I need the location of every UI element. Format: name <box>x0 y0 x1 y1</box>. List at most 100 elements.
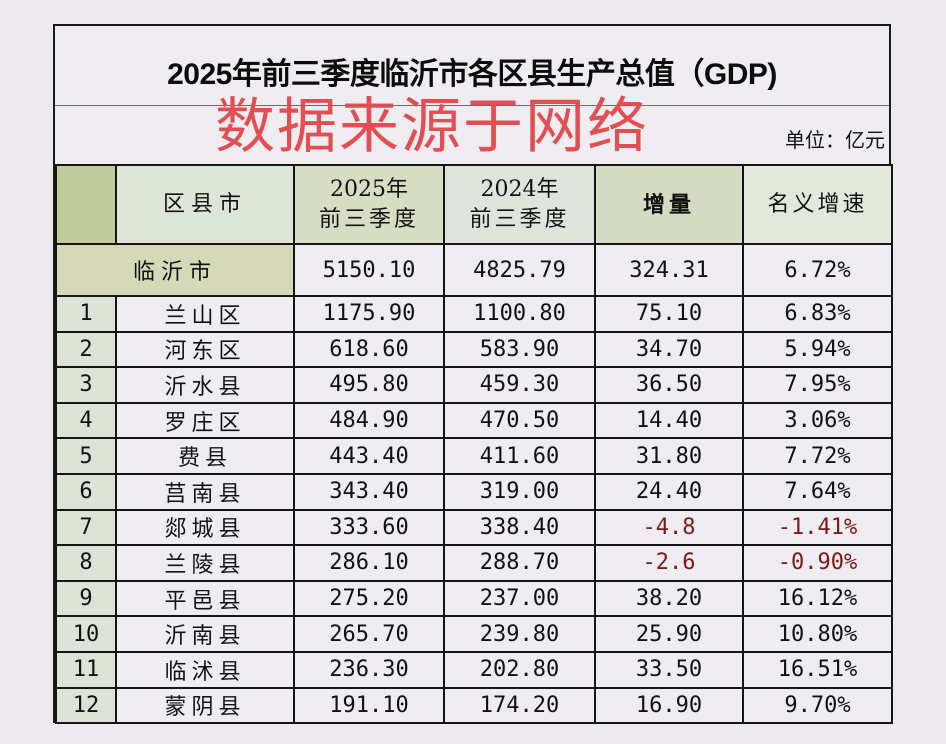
row-gdp-2024: 338.40 <box>443 508 596 547</box>
row-nominal-growth: 10.80% <box>742 615 893 653</box>
row-district-name: 蒙阴县 <box>115 686 295 725</box>
table-row: 12 蒙阴县 191.10 174.20 16.90 9.70% <box>55 686 893 725</box>
row-gdp-2024: 174.20 <box>443 686 596 725</box>
header-gdp-2025: 2025年 前三季度 <box>293 164 445 245</box>
row-gdp-2025: 191.10 <box>293 686 445 725</box>
row-district-name: 河东区 <box>115 330 295 369</box>
row-rank: 2 <box>55 330 117 369</box>
row-district-name: 沂水县 <box>115 366 295 404</box>
header-gdp-2025-period: 前三季度 <box>318 206 419 232</box>
header-increase: 增量 <box>594 164 744 245</box>
row-gdp-2025: 275.20 <box>293 579 445 618</box>
row-rank: 3 <box>55 366 117 404</box>
row-gdp-2024: 1100.80 <box>443 295 596 333</box>
table-row: 8 兰陵县 286.10 288.70 -2.6 -0.90% <box>55 544 893 582</box>
header-district: 区县市 <box>115 164 295 245</box>
title-row: 2025年前三季度临沂市各区县生产总值（GDP) <box>55 26 889 106</box>
row-district-name: 兰陵县 <box>115 544 295 582</box>
table-row: 6 莒南县 343.40 319.00 24.40 7.64% <box>55 472 893 511</box>
row-rank: 8 <box>55 544 117 582</box>
header-gdp-2024: 2024年 前三季度 <box>443 164 596 245</box>
row-gdp-2024: 237.00 <box>443 579 596 618</box>
row-gdp-2025: 443.40 <box>293 437 445 475</box>
row-gdp-2024: 470.50 <box>443 401 596 440</box>
row-increase: 34.70 <box>594 330 744 369</box>
header-rank <box>55 164 117 245</box>
row-gdp-2025: 343.40 <box>293 472 445 511</box>
header-gdp-2024-period: 前三季度 <box>469 206 570 232</box>
row-increase: 14.40 <box>594 401 744 440</box>
row-gdp-2025: 265.70 <box>293 615 445 653</box>
row-increase: -4.8 <box>594 508 744 547</box>
table-row: 11 临沭县 236.30 202.80 33.50 16.51% <box>55 650 893 689</box>
row-nominal-growth: 7.64% <box>742 472 893 511</box>
row-district-name: 费县 <box>115 437 295 475</box>
table-row: 7 郯城县 333.60 338.40 -4.8 -1.41% <box>55 508 893 547</box>
row-increase: 24.40 <box>594 472 744 511</box>
row-gdp-2024: 411.60 <box>443 437 596 475</box>
row-nominal-growth: -1.41% <box>742 508 893 547</box>
total-row: 临沂市 5150.10 4825.79 324.31 6.72% <box>55 243 893 297</box>
row-increase: 75.10 <box>594 295 744 333</box>
row-nominal-growth: -0.90% <box>742 544 893 582</box>
row-increase: 16.90 <box>594 686 744 725</box>
row-increase: 25.90 <box>594 615 744 653</box>
row-increase: 36.50 <box>594 366 744 404</box>
page-title: 2025年前三季度临沂市各区县生产总值（GDP) <box>167 57 777 91</box>
row-rank: 10 <box>55 615 117 653</box>
row-district-name: 平邑县 <box>115 579 295 618</box>
row-rank: 12 <box>55 686 117 725</box>
row-rank: 5 <box>55 437 117 475</box>
row-gdp-2025: 236.30 <box>293 650 445 689</box>
row-increase: -2.6 <box>594 544 744 582</box>
row-increase: 33.50 <box>594 650 744 689</box>
header-nominal-growth: 名义增速 <box>742 164 893 245</box>
row-rank: 4 <box>55 401 117 440</box>
row-district-name: 临沭县 <box>115 650 295 689</box>
row-gdp-2025: 618.60 <box>293 330 445 369</box>
row-nominal-growth: 7.72% <box>742 437 893 475</box>
row-gdp-2024: 202.80 <box>443 650 596 689</box>
total-nominal-growth: 6.72% <box>742 243 893 297</box>
header-gdp-2024-year: 2024年 <box>480 176 559 202</box>
row-nominal-growth: 7.95% <box>742 366 893 404</box>
gdp-table-sheet: 2025年前三季度临沂市各区县生产总值（GDP) 数据来源于网络 单位：亿元 区… <box>53 24 893 725</box>
row-nominal-growth: 16.51% <box>742 650 893 689</box>
total-name: 临沂市 <box>55 243 295 297</box>
row-gdp-2025: 1175.90 <box>293 295 445 333</box>
header-row: 区县市 2025年 前三季度 2024年 前三季度 增量 名义增速 <box>55 164 893 245</box>
row-gdp-2024: 319.00 <box>443 472 596 511</box>
table-row: 5 费县 443.40 411.60 31.80 7.72% <box>55 437 893 475</box>
total-increase: 324.31 <box>594 243 744 297</box>
table-row: 2 河东区 618.60 583.90 34.70 5.94% <box>55 330 893 369</box>
row-rank: 7 <box>55 508 117 547</box>
gdp-table: 区县市 2025年 前三季度 2024年 前三季度 增量 名义增速 临沂市 51… <box>55 164 893 725</box>
table-row: 10 沂南县 265.70 239.80 25.90 10.80% <box>55 615 893 653</box>
row-gdp-2024: 239.80 <box>443 615 596 653</box>
row-gdp-2025: 484.90 <box>293 401 445 440</box>
header-gdp-2025-year: 2025年 <box>330 176 408 202</box>
row-rank: 11 <box>55 650 117 689</box>
row-gdp-2024: 583.90 <box>443 330 596 369</box>
row-increase: 38.20 <box>594 579 744 618</box>
row-gdp-2024: 459.30 <box>443 366 596 404</box>
row-district-name: 莒南县 <box>115 472 295 511</box>
row-gdp-2024: 288.70 <box>443 544 596 582</box>
table-row: 4 罗庄区 484.90 470.50 14.40 3.06% <box>55 401 893 440</box>
row-rank: 9 <box>55 579 117 618</box>
row-district-name: 罗庄区 <box>115 401 295 440</box>
table-row: 3 沂水县 495.80 459.30 36.50 7.95% <box>55 366 893 404</box>
row-district-name: 沂南县 <box>115 615 295 653</box>
total-gdp-2025: 5150.10 <box>293 243 445 297</box>
row-gdp-2025: 495.80 <box>293 366 445 404</box>
row-rank: 6 <box>55 472 117 511</box>
row-nominal-growth: 16.12% <box>742 579 893 618</box>
total-gdp-2024: 4825.79 <box>443 243 596 297</box>
row-nominal-growth: 9.70% <box>742 686 893 725</box>
row-nominal-growth: 5.94% <box>742 330 893 369</box>
watermark-text: 数据来源于网络 <box>215 92 649 162</box>
row-gdp-2025: 286.10 <box>293 544 445 582</box>
table-row: 9 平邑县 275.20 237.00 38.20 16.12% <box>55 579 893 618</box>
subtitle-row: 数据来源于网络 单位：亿元 <box>55 92 889 164</box>
row-nominal-growth: 6.83% <box>742 295 893 333</box>
